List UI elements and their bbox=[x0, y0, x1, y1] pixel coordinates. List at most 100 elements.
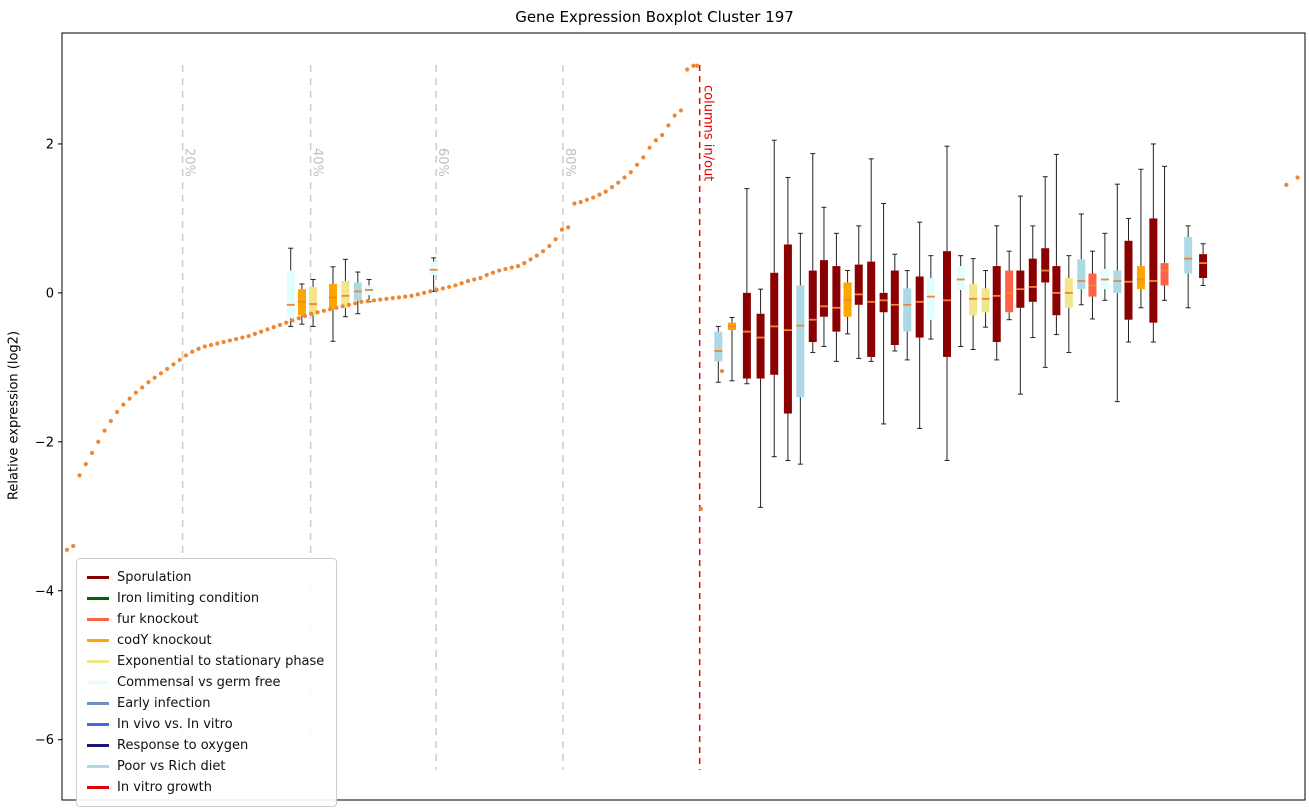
y-axis-ticks: 2 0 −2 −4 −6 bbox=[35, 137, 62, 748]
boxplot-sporulation bbox=[879, 203, 888, 425]
trend-dot bbox=[359, 299, 364, 304]
trend-dot bbox=[559, 227, 564, 232]
box bbox=[1160, 263, 1169, 286]
trend-dot bbox=[71, 543, 76, 549]
chart-title: Gene Expression Boxplot Cluster 197 bbox=[515, 8, 794, 26]
trend-dot bbox=[246, 333, 251, 339]
trend-dot bbox=[503, 266, 508, 272]
boxplot-sporulation bbox=[819, 206, 828, 348]
legend-swatch-oxygen bbox=[87, 744, 109, 747]
trend-dot bbox=[96, 439, 101, 444]
trend-dot bbox=[114, 409, 120, 415]
trend-dot bbox=[208, 342, 214, 348]
boxplot-poor_rich bbox=[903, 270, 912, 361]
trend-dot bbox=[346, 302, 351, 307]
trend-dot bbox=[64, 547, 70, 552]
box bbox=[309, 286, 318, 316]
trend-dot bbox=[490, 270, 496, 275]
trend-dot bbox=[234, 336, 239, 342]
trend-dot bbox=[353, 301, 358, 306]
boxplot-commensal bbox=[286, 247, 295, 327]
boxplot-sporulation bbox=[867, 158, 876, 362]
legend-label-invitro: In vitro growth bbox=[117, 780, 212, 795]
trend-dot bbox=[265, 327, 270, 332]
trend-dot bbox=[227, 338, 232, 343]
y-tick-label: −2 bbox=[35, 435, 54, 450]
trend-dot bbox=[127, 396, 132, 401]
trend-dot bbox=[553, 237, 558, 242]
legend-label-poor_rich: Poor vs Rich diet bbox=[117, 759, 226, 774]
trend-dot bbox=[522, 261, 527, 266]
box bbox=[867, 261, 876, 357]
separator-label: columns in/out bbox=[701, 85, 716, 181]
box bbox=[981, 288, 990, 313]
y-tick-label: −6 bbox=[35, 733, 54, 748]
boxplot-sporulation bbox=[742, 188, 751, 385]
trend-dot bbox=[140, 385, 145, 390]
boxplot-exp_stat bbox=[309, 278, 318, 327]
trend-dot bbox=[616, 180, 621, 185]
box bbox=[1052, 266, 1061, 316]
legend-item-invivo: In vivo vs. In vitro bbox=[87, 714, 324, 735]
trend-dot bbox=[647, 145, 652, 150]
trend-dot bbox=[365, 298, 370, 304]
trend-dot bbox=[284, 320, 289, 325]
trend-dot bbox=[515, 263, 521, 269]
legend-swatch-commensal bbox=[87, 681, 109, 684]
boxplot-sporulation bbox=[992, 225, 1001, 361]
boxplot-exp_stat bbox=[1064, 255, 1073, 353]
box bbox=[742, 292, 751, 379]
trend-dot bbox=[578, 199, 583, 205]
trend-dot bbox=[540, 249, 546, 254]
box bbox=[854, 264, 863, 305]
box bbox=[756, 313, 765, 379]
boxplot-commensal bbox=[956, 255, 965, 348]
trend-dot bbox=[685, 67, 690, 72]
boxplot-poor_rich bbox=[796, 232, 805, 465]
box bbox=[1136, 266, 1145, 290]
box bbox=[1184, 237, 1193, 274]
box bbox=[926, 277, 935, 320]
boxplot-sporulation bbox=[832, 232, 841, 362]
legend-label-invivo: In vivo vs. In vitro bbox=[117, 717, 233, 732]
trend-dot bbox=[302, 313, 308, 319]
trend-dot bbox=[221, 339, 226, 345]
percentile-label: 40% bbox=[310, 148, 325, 177]
boxplot-sporulation bbox=[915, 221, 924, 429]
trend-dot bbox=[315, 310, 320, 315]
trend-dot bbox=[666, 123, 671, 128]
legend-swatch-invivo bbox=[87, 723, 109, 726]
box bbox=[783, 244, 792, 414]
legend-swatch-invitro bbox=[87, 786, 109, 789]
trend-dot bbox=[133, 390, 138, 395]
boxplot-sporulation bbox=[890, 253, 899, 352]
trend-dot bbox=[152, 375, 157, 380]
percentile-label: 80% bbox=[562, 148, 577, 177]
legend-label-oxygen: Response to oxygen bbox=[117, 738, 249, 753]
legend-item-oxygen: Response to oxygen bbox=[87, 735, 324, 756]
trend-dot bbox=[528, 257, 533, 262]
trend-dot bbox=[240, 335, 245, 340]
box bbox=[890, 270, 899, 346]
trend-dot bbox=[691, 63, 696, 68]
y-tick-label: 2 bbox=[46, 137, 54, 152]
trend-dot bbox=[183, 353, 189, 358]
trend-dot bbox=[428, 289, 433, 294]
trend-dot bbox=[290, 318, 295, 323]
boxplot-poor_rich bbox=[1077, 213, 1086, 306]
legend-swatch-early bbox=[87, 702, 109, 705]
boxplot-cody bbox=[1136, 168, 1145, 309]
legend-label-sporulation: Sporulation bbox=[117, 570, 192, 585]
trend-dot bbox=[453, 283, 458, 288]
boxplot-poor_rich bbox=[353, 271, 362, 315]
box bbox=[1199, 254, 1208, 278]
trend-dot bbox=[1295, 175, 1300, 180]
trend-dot bbox=[719, 368, 725, 374]
trend-dot bbox=[509, 265, 514, 270]
boxplot-fur bbox=[1005, 250, 1014, 321]
trend-dot bbox=[340, 304, 345, 309]
trend-dot bbox=[660, 132, 665, 138]
trend-dot bbox=[628, 170, 633, 175]
boxplot-commensal bbox=[926, 255, 935, 340]
trend-dot bbox=[484, 272, 489, 278]
